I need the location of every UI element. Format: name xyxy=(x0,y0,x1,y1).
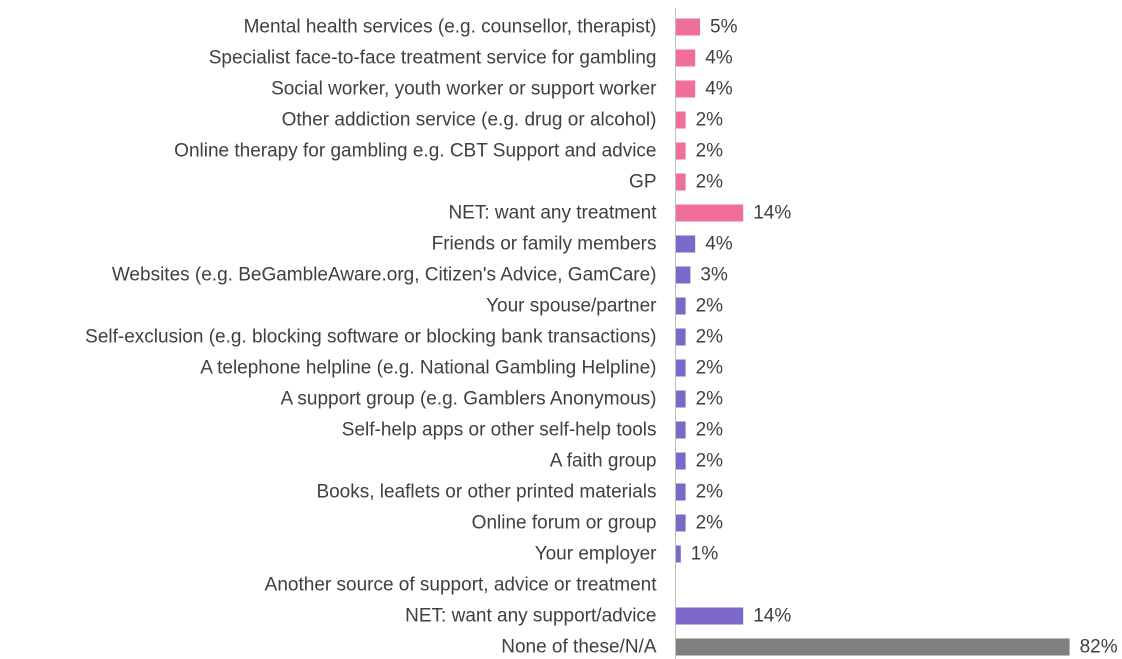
category-label: Friends or family members xyxy=(432,234,657,255)
value-label: 1% xyxy=(691,544,719,565)
value-label: 2% xyxy=(696,389,724,410)
bar xyxy=(676,390,686,408)
category-label: Websites (e.g. BeGambleAware.org, Citize… xyxy=(112,265,657,286)
category-label: Self-exclusion (e.g. blocking software o… xyxy=(85,327,656,348)
value-label: 2% xyxy=(696,451,724,472)
bar-row: Social worker, youth worker or support w… xyxy=(271,79,733,100)
category-label: A faith group xyxy=(550,451,657,472)
category-label: GP xyxy=(629,172,656,193)
bar-row: Self-exclusion (e.g. blocking software o… xyxy=(85,327,723,348)
bar xyxy=(676,266,691,284)
bar xyxy=(676,235,696,253)
value-label: 2% xyxy=(696,327,724,348)
bar-row: NET: want any treatment 14% xyxy=(448,203,791,224)
bar-row: A faith group 2% xyxy=(550,451,723,472)
chart-rows: Mental health services (e.g. counsellor,… xyxy=(85,17,1118,658)
bar xyxy=(676,142,686,160)
bar xyxy=(676,18,700,36)
category-label: Other addiction service (e.g. drug or al… xyxy=(282,110,657,131)
bar xyxy=(676,173,686,191)
category-label: Your employer xyxy=(535,544,657,565)
value-label: 14% xyxy=(753,203,791,224)
category-label: None of these/N/A xyxy=(501,637,657,658)
bar-row: Your employer 1% xyxy=(535,544,719,565)
bar-row: Specialist face-to-face treatment servic… xyxy=(209,48,733,69)
bar-row: Mental health services (e.g. counsellor,… xyxy=(244,17,738,38)
bar-row: Another source of support, advice or tre… xyxy=(265,575,658,596)
category-label: Online therapy for gambling e.g. CBT Sup… xyxy=(174,141,656,162)
bar xyxy=(676,607,744,625)
value-label: 2% xyxy=(696,358,724,379)
bar-row: A support group (e.g. Gamblers Anonymous… xyxy=(281,389,724,410)
bar-row: Your spouse/partner 2% xyxy=(486,296,723,317)
value-label: 5% xyxy=(710,17,738,38)
value-label: 2% xyxy=(696,420,724,441)
bar-row: Self-help apps or other self-help tools 2… xyxy=(342,420,723,441)
category-label: Specialist face-to-face treatment servic… xyxy=(209,48,657,69)
bar xyxy=(676,514,686,532)
bar xyxy=(676,204,744,222)
value-label: 2% xyxy=(696,110,724,131)
category-label: A support group (e.g. Gamblers Anonymous… xyxy=(281,389,657,410)
value-label: 3% xyxy=(700,265,728,286)
bar-row: Friends or family members 4% xyxy=(432,234,733,255)
bar-row: Other addiction service (e.g. drug or al… xyxy=(282,110,724,131)
category-label: Mental health services (e.g. counsellor,… xyxy=(244,17,657,38)
bar-row: Online therapy for gambling e.g. CBT Sup… xyxy=(174,141,723,162)
category-label: NET: want any support/advice xyxy=(405,606,656,627)
value-label: 4% xyxy=(705,234,733,255)
category-label: Online forum or group xyxy=(472,513,657,534)
bar-row: Online forum or group 2% xyxy=(472,513,723,534)
category-label: Books, leaflets or other printed materia… xyxy=(316,482,656,503)
category-label: Social worker, youth worker or support w… xyxy=(271,79,657,100)
bar xyxy=(676,80,696,98)
bar xyxy=(676,545,681,563)
bar-row: Websites (e.g. BeGambleAware.org, Citize… xyxy=(112,265,728,286)
bar xyxy=(676,297,686,315)
bar xyxy=(676,638,1070,656)
category-label: Self-help apps or other self-help tools xyxy=(342,420,657,441)
category-label: NET: want any treatment xyxy=(448,203,657,224)
value-label: 82% xyxy=(1080,637,1118,658)
bar xyxy=(676,483,686,501)
value-label: 2% xyxy=(696,513,724,534)
value-label: 2% xyxy=(696,172,724,193)
bar-row: Books, leaflets or other printed materia… xyxy=(316,482,723,503)
value-label: 4% xyxy=(705,79,733,100)
value-label: 2% xyxy=(696,141,724,162)
bar-row: GP 2% xyxy=(629,172,723,193)
bar-row: NET: want any support/advice 14% xyxy=(405,606,791,627)
category-label: Another source of support, advice or tre… xyxy=(265,575,658,596)
category-label: A telephone helpline (e.g. National Gamb… xyxy=(200,358,656,379)
value-label: 2% xyxy=(696,296,724,317)
value-label: 4% xyxy=(705,48,733,69)
bar xyxy=(676,328,686,346)
category-label: Your spouse/partner xyxy=(486,296,657,317)
bar-row: A telephone helpline (e.g. National Gamb… xyxy=(200,358,723,379)
value-label: 14% xyxy=(753,606,791,627)
bar xyxy=(676,421,686,439)
bar xyxy=(676,49,696,67)
bar xyxy=(676,359,686,377)
value-label: 2% xyxy=(696,482,724,503)
bar-row: None of these/N/A 82% xyxy=(501,637,1117,658)
bar xyxy=(676,452,686,470)
bar xyxy=(676,111,686,129)
